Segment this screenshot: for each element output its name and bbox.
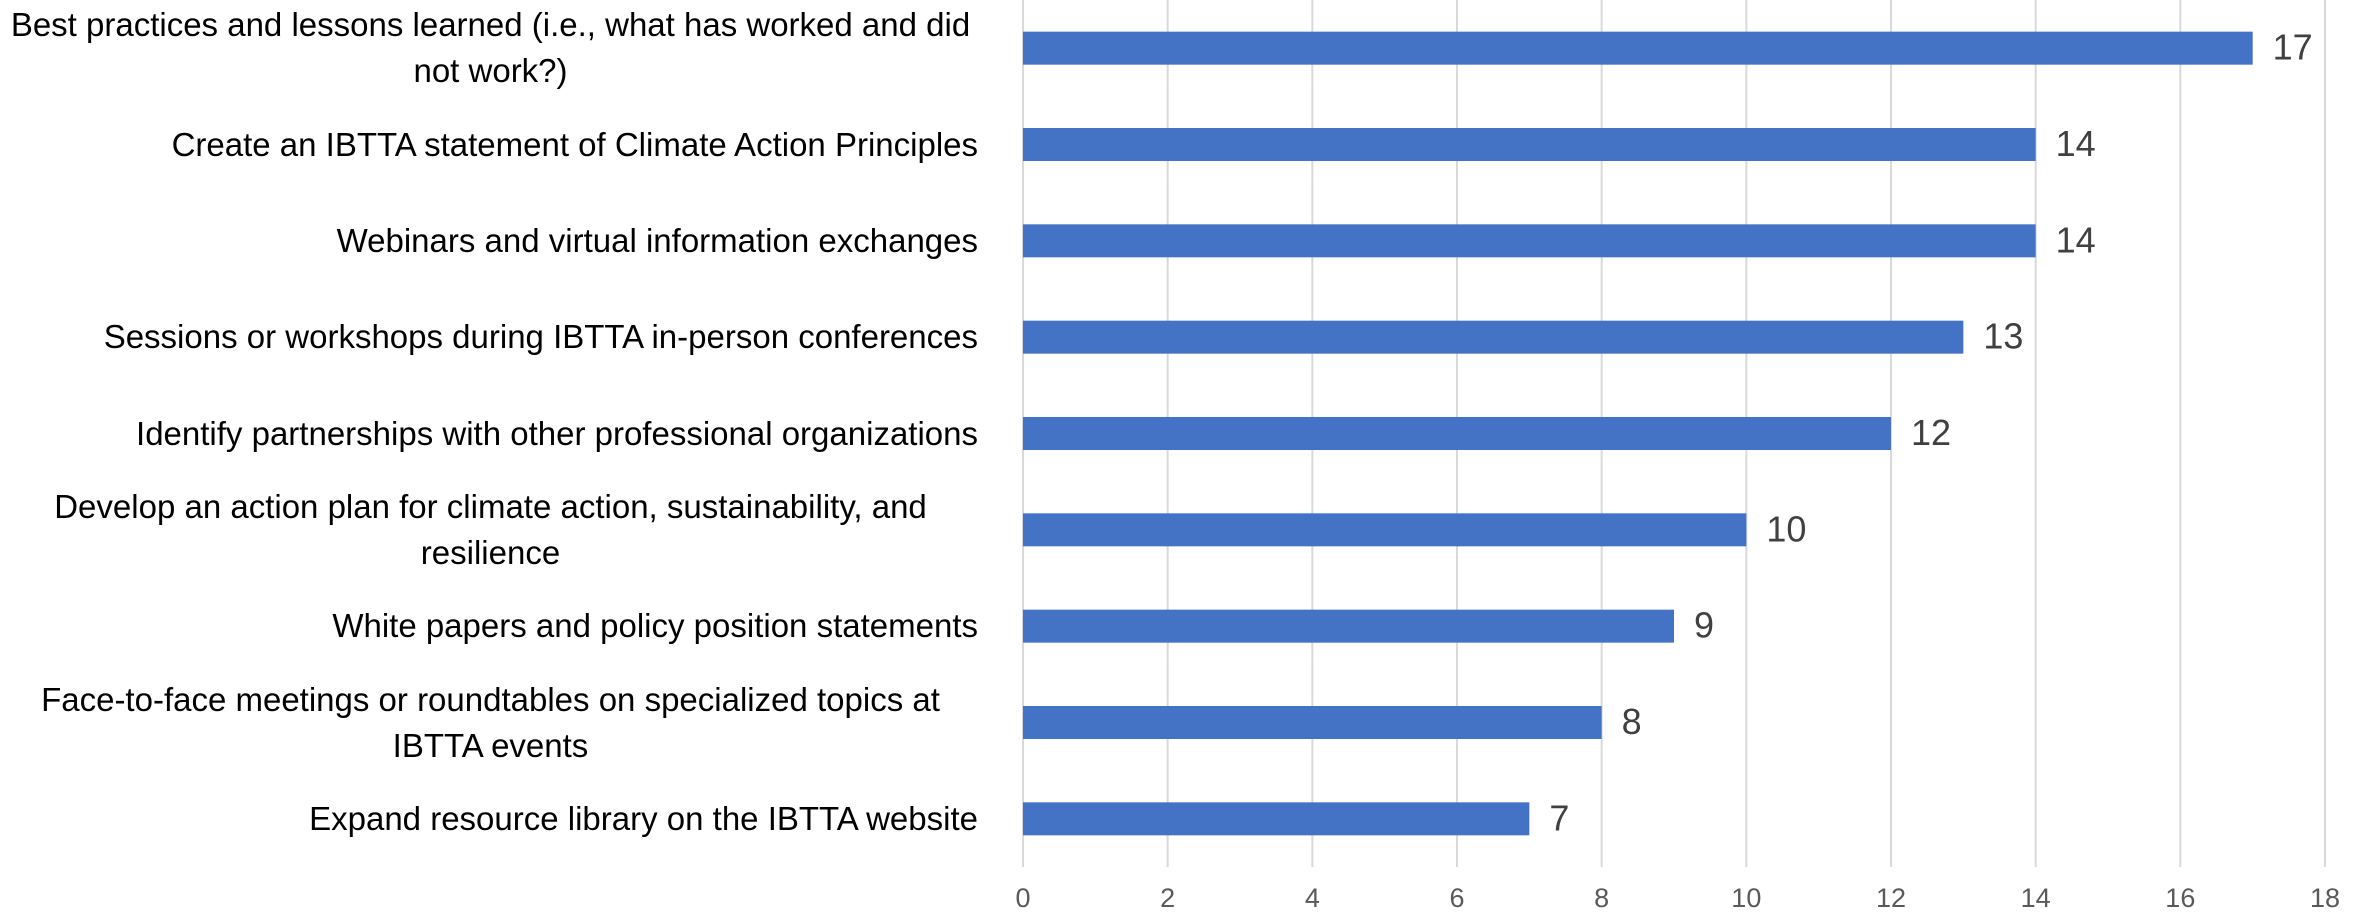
category-label-box: Create an IBTTA statement of Climate Act… [3,122,978,168]
category-label-box: White papers and policy position stateme… [3,603,978,649]
category-label: Develop an action plan for climate actio… [54,487,927,571]
category-label-box: Sessions or workshops during IBTTA in-pe… [3,314,978,360]
value-label: 8 [1622,701,1642,742]
category-label: Sessions or workshops during IBTTA in-pe… [103,318,978,356]
bar [1023,609,1674,643]
value-label: 14 [2056,219,2096,260]
x-tick-label: 14 [2021,883,2051,913]
bar [1023,224,2036,258]
value-label: 17 [2273,27,2313,68]
category-label: Expand resource library on the IBTTA web… [309,799,978,837]
bar [1023,417,1891,450]
value-label: 10 [1766,508,1806,549]
category-label-box: Develop an action plan for climate actio… [3,484,978,576]
bar [1023,802,1530,836]
value-label: 9 [1694,605,1714,646]
category-label-box: Webinars and virtual information exchang… [3,218,978,264]
x-tick-label: 4 [1305,883,1320,913]
category-label: White papers and policy position stateme… [332,607,978,645]
category-label: Best practices and lessons learned (i.e.… [10,6,971,90]
value-label: 12 [1911,412,1951,453]
category-label-box: Identify partnerships with other profess… [3,411,978,457]
category-label: Face-to-face meetings or roundtables on … [41,680,940,764]
category-label: Webinars and virtual information exchang… [336,221,978,259]
x-tick-label: 12 [1876,883,1906,913]
category-label: Identify partnerships with other profess… [136,414,978,452]
value-label: 13 [1983,316,2023,357]
x-tick-label: 10 [1731,883,1761,913]
x-tick-label: 18 [2310,883,2340,913]
bar [1023,320,1964,354]
x-tick-label: 6 [1449,883,1464,913]
value-label: 7 [1549,797,1569,838]
category-label: Create an IBTTA statement of Climate Act… [171,125,978,163]
x-tick-label: 2 [1160,883,1175,913]
x-tick-label: 8 [1594,883,1609,913]
x-tick-label: 16 [2165,883,2195,913]
category-label-box: Best practices and lessons learned (i.e.… [3,2,978,94]
x-tick-label: 0 [1015,883,1030,913]
category-label-box: Face-to-face meetings or roundtables on … [3,677,978,769]
bar [1023,513,1747,547]
bar [1023,31,2253,65]
bar [1023,128,2036,161]
category-label-box: Expand resource library on the IBTTA web… [3,796,978,842]
bar [1023,706,1602,739]
value-label: 14 [2056,123,2096,164]
